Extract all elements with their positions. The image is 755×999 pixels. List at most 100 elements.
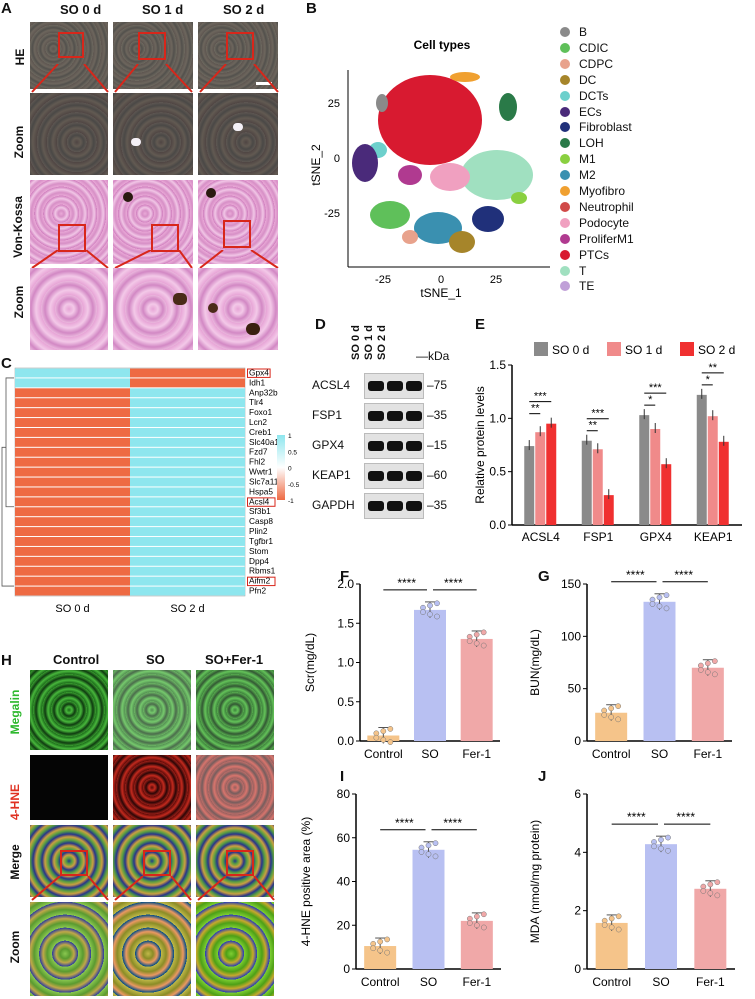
e-bar xyxy=(603,495,614,525)
chart-f: 0.0 0.5 1.0 1.5 2.0 Scr(mg/dL) Control SO Fer-1 *… xyxy=(303,576,500,761)
heatmap-cell xyxy=(15,497,130,507)
blot-band xyxy=(406,501,422,511)
f-ytick: 1.0 xyxy=(337,656,354,670)
legend-item: CDIC xyxy=(560,41,608,56)
megalin-so-fer1 xyxy=(196,670,274,750)
legend-item: B xyxy=(560,25,587,40)
j-point xyxy=(707,881,714,888)
he-image-so0 xyxy=(30,22,108,89)
e-ytick: 1.5 xyxy=(489,358,506,372)
j-sig-label: **** xyxy=(627,810,646,824)
heatmap-scale-tick: -1 xyxy=(288,498,294,505)
i-bar xyxy=(460,920,493,969)
e-bar xyxy=(581,440,592,525)
i-point xyxy=(432,840,439,847)
cluster-proliferm1 xyxy=(398,165,422,185)
g-sig-label: **** xyxy=(674,568,693,582)
j-point xyxy=(658,836,664,843)
legend-label: Neutrophil xyxy=(579,199,634,214)
e-legend-swatch xyxy=(680,342,694,356)
i-point xyxy=(377,938,384,945)
panel-label-g: G xyxy=(538,568,550,585)
j-point xyxy=(601,922,608,928)
e-legend-label: SO 0 d xyxy=(552,343,589,357)
tsne-ytick: 25 xyxy=(328,98,340,110)
f-bar xyxy=(414,609,446,741)
heatmap-cell xyxy=(15,368,130,378)
heatmap-color-scale xyxy=(277,435,285,500)
vonkossa-image-so0 xyxy=(30,180,108,264)
g-sig-label: **** xyxy=(626,568,645,582)
panel-label-f: F xyxy=(340,568,350,585)
f-ytick: 1.5 xyxy=(337,616,354,630)
cluster-fibroblast xyxy=(472,206,504,232)
heatmap-cell xyxy=(15,517,130,527)
heatmap-cell xyxy=(15,477,130,487)
row-label-megalin: Megalin xyxy=(8,689,22,735)
legend-item: PTCs xyxy=(560,248,609,263)
heatmap-cell xyxy=(130,537,245,546)
e-bar xyxy=(661,464,672,525)
row-label-zoom1: Zoom xyxy=(12,125,26,159)
legend-label: B xyxy=(579,25,588,39)
i-ytick: 20 xyxy=(337,918,351,932)
f-xtick: Fer-1 xyxy=(462,747,491,761)
i-point xyxy=(418,849,425,855)
heatmap-gene-label: Hspa5 xyxy=(249,486,273,496)
heatmap-cell xyxy=(130,467,245,477)
g-point xyxy=(663,605,670,612)
legend-dot-icon xyxy=(560,106,570,117)
heatmap-cell xyxy=(130,497,245,507)
heatmap-cell xyxy=(15,457,130,467)
e-bar xyxy=(524,446,535,525)
heatmap-cell xyxy=(130,487,245,497)
heatmap-cell xyxy=(15,388,130,398)
blot-band xyxy=(368,471,384,481)
e-bar xyxy=(592,449,603,525)
f-ytick: 2.0 xyxy=(337,577,354,591)
blot-band xyxy=(387,411,403,421)
i-point xyxy=(473,922,480,929)
legend-label: DCTs xyxy=(579,88,609,103)
hne-so-fer1 xyxy=(196,755,274,820)
i-point xyxy=(466,920,473,926)
heatmap-cell xyxy=(130,408,245,418)
g-ytick: 0 xyxy=(574,734,581,748)
j-point xyxy=(651,843,657,850)
heatmap-gene-label: Gpx4 xyxy=(249,367,269,377)
legend-item: M1 xyxy=(560,152,596,167)
heatmap-gene-label: Aifm2 xyxy=(249,576,271,586)
blot-band-strip xyxy=(364,373,424,399)
g-point xyxy=(704,660,711,667)
heatmap-gene-label: Pfn2 xyxy=(249,586,266,596)
f-ytick: 0.0 xyxy=(337,734,354,748)
heatmap-cell xyxy=(15,566,130,576)
heatmap-gene-label: Lcn2 xyxy=(249,417,267,427)
blot-band xyxy=(387,381,403,391)
legend-item: DC xyxy=(560,73,596,88)
tsne-ytick: 0 xyxy=(334,153,340,165)
e-legend-label: SO 2 d xyxy=(698,343,735,357)
g-point xyxy=(649,601,656,607)
chart-g: 0 50 100 150 BUN(mg/dL) Control SO Fer-1 **** ***… xyxy=(528,568,732,761)
g-point xyxy=(615,716,622,723)
legend-item: Neutrophil xyxy=(560,200,634,215)
heatmap-xlabel: SO 0 d xyxy=(55,603,89,615)
g-point xyxy=(711,658,718,664)
blot-band xyxy=(368,501,384,511)
j-bar xyxy=(694,888,727,969)
heatmap-cell xyxy=(15,418,130,427)
heatmap: Gpx4Idh1Anp32bTlr4Foxo1Lcn2Creb1Slc40a1F… xyxy=(1,367,300,615)
legend-item: Myofibro xyxy=(560,184,625,199)
blot-band xyxy=(387,471,403,481)
vonkossa-zoom-connectors xyxy=(31,250,279,269)
blot-band-strip xyxy=(364,463,424,489)
heatmap-gene-label: Rbms1 xyxy=(249,566,276,576)
blot-band-strip xyxy=(364,403,424,429)
j-point xyxy=(665,847,671,854)
e-xtick: KEAP1 xyxy=(694,530,733,544)
heatmap-gene-label: Slc7a11 xyxy=(249,476,279,486)
heatmap-cell xyxy=(15,586,130,596)
heatmap-cell xyxy=(130,418,245,427)
